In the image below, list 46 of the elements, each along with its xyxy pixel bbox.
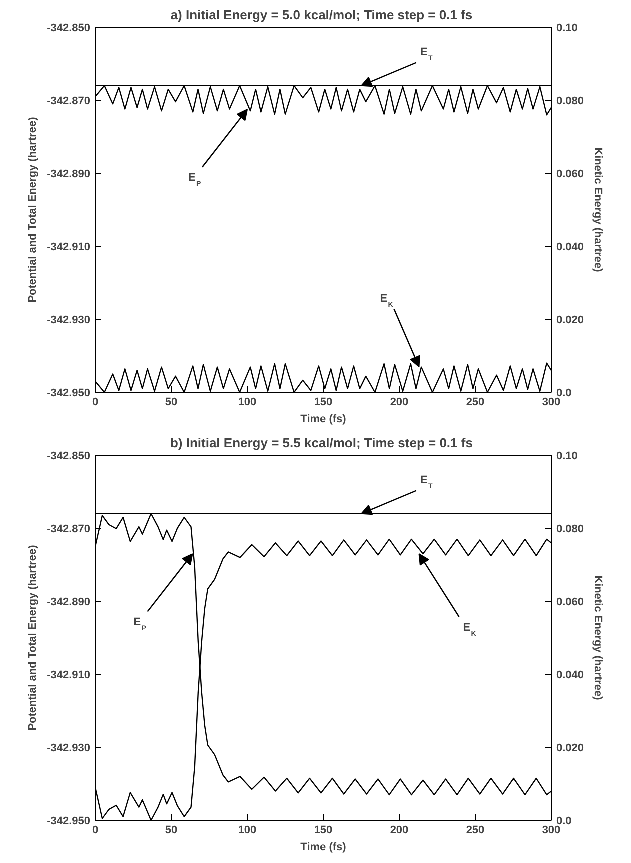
y-axis-title: Potential and Total Energy (hartree) [27, 544, 40, 731]
y-tick-label: -342.950 [47, 388, 91, 400]
x-tick-label: 300 [542, 824, 561, 836]
x-tick-label: 150 [314, 824, 333, 836]
x-tick-label: 200 [390, 396, 409, 408]
y2-tick-label: 0.040 [556, 242, 584, 254]
y-tick-label: -342.870 [47, 524, 91, 536]
x-tick-label: 200 [390, 824, 409, 836]
y-tick-label: -342.950 [47, 816, 91, 828]
y2-axis-title: Kinetic Energy (hartree) [592, 576, 604, 701]
x-tick-label: 0 [92, 396, 99, 408]
y-tick-label: -342.910 [47, 670, 91, 682]
chart-title: a) Initial Energy = 5.0 kcal/mol; Time step = 0.1 fs [170, 8, 473, 22]
x-tick-label: 50 [165, 824, 178, 836]
x-axis-title: Time (fs) [300, 414, 347, 426]
y2-tick-label: 0.080 [556, 524, 584, 536]
y2-tick-label: 0.020 [556, 314, 584, 326]
y-tick-label: -342.930 [47, 314, 91, 326]
y2-tick-label: 0.10 [556, 450, 578, 462]
y2-tick-label: 0.060 [556, 596, 584, 608]
y-axis-title: Potential and Total Energy (hartree) [27, 116, 40, 303]
y-tick-label: -342.910 [47, 242, 91, 254]
x-axis-title: Time (fs) [300, 842, 347, 854]
x-tick-label: 250 [466, 824, 485, 836]
y-tick-label: -342.890 [47, 596, 91, 608]
y2-tick-label: 0.0 [556, 816, 572, 828]
x-tick-label: 250 [466, 396, 485, 408]
x-tick-label: 150 [314, 396, 333, 408]
y2-tick-label: 0.060 [556, 168, 584, 180]
y-tick-label: -342.890 [47, 168, 91, 180]
y2-tick-label: 0.080 [556, 96, 584, 108]
x-tick-label: 300 [542, 396, 561, 408]
y2-tick-label: 0.040 [556, 670, 584, 682]
x-tick-label: 100 [238, 824, 257, 836]
y-tick-label: -342.930 [47, 742, 91, 754]
x-tick-label: 0 [92, 824, 99, 836]
y2-tick-label: 0.020 [556, 742, 584, 754]
x-tick-label: 100 [238, 396, 257, 408]
y2-tick-label: 0.10 [556, 22, 578, 34]
y-tick-label: -342.850 [47, 22, 91, 34]
y-tick-label: -342.870 [47, 96, 91, 108]
y-tick-label: -342.850 [47, 450, 91, 462]
chart-title: b) Initial Energy = 5.5 kcal/mol; Time step = 0.1 fs [170, 436, 473, 450]
y2-axis-title: Kinetic Energy (hartree) [592, 148, 604, 273]
x-tick-label: 50 [165, 396, 178, 408]
y2-tick-label: 0.0 [556, 388, 572, 400]
